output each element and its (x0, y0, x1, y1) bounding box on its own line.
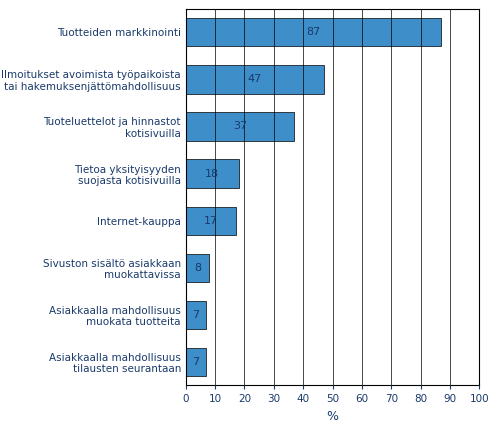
Bar (185, 18, 440, 46)
Bar (185, 159, 238, 187)
Bar (185, 207, 235, 235)
Text: 18: 18 (205, 169, 219, 179)
Text: 37: 37 (233, 121, 246, 131)
Text: 47: 47 (247, 74, 262, 85)
Text: 17: 17 (203, 215, 217, 226)
X-axis label: %: % (326, 410, 338, 423)
Text: 7: 7 (192, 357, 199, 367)
Bar (185, 301, 206, 329)
Bar (185, 112, 294, 141)
Text: 7: 7 (192, 310, 199, 320)
Text: 8: 8 (194, 263, 201, 273)
Bar (185, 254, 209, 282)
Bar (185, 348, 206, 376)
Bar (185, 65, 323, 94)
Text: 87: 87 (305, 27, 320, 37)
